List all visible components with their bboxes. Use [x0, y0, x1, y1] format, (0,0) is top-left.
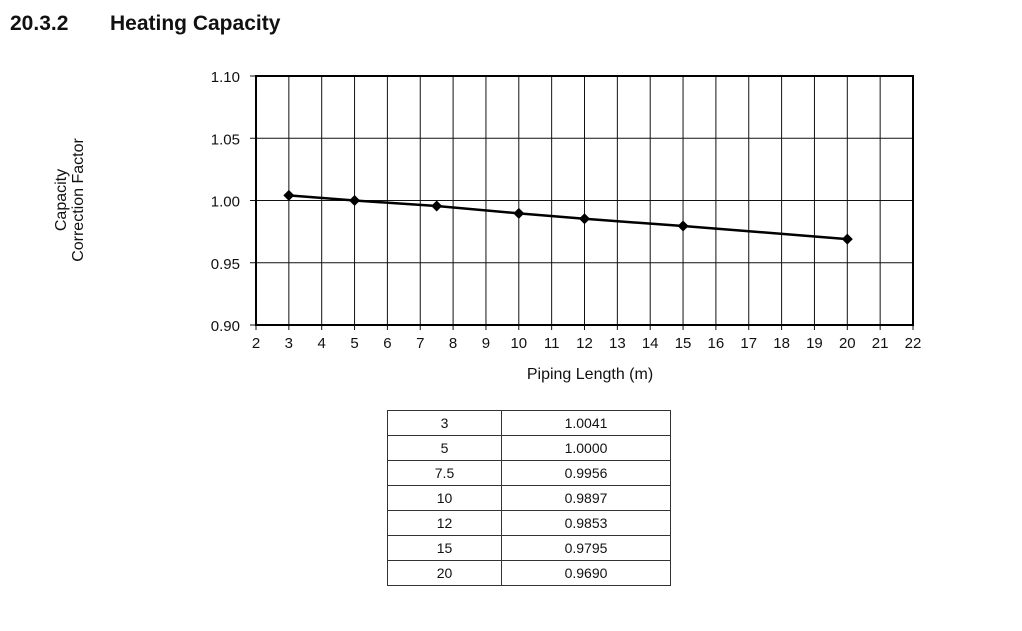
x-tick-label: 22	[905, 335, 922, 352]
data-point-marker	[579, 213, 590, 225]
y-tick-label: 0.90	[211, 318, 240, 335]
correction-factor-cell: 1.0000	[501, 435, 671, 461]
piping-length-cell: 7.5	[387, 460, 502, 486]
piping-length-cell: 15	[387, 535, 502, 561]
x-tick-label: 13	[609, 335, 626, 352]
table-row: 7.5 0.9956	[387, 460, 671, 486]
table-row: 15 0.9795	[387, 535, 671, 561]
table-row: 5 1.0000	[387, 435, 671, 461]
x-tick-label: 11	[544, 335, 560, 352]
x-tick-label: 19	[806, 335, 823, 352]
piping-length-cell: 5	[387, 435, 502, 461]
x-tick-label: 14	[642, 335, 659, 352]
capacity-chart: 2 3 4 5 6 7 8 9 10 11 12 13 14 15 16 17 18 19 20 21 22 0.90 0.…	[211, 69, 922, 352]
x-tick-label: 4	[318, 335, 326, 352]
piping-length-cell: 12	[387, 510, 502, 536]
table-row: 12 0.9853	[387, 510, 671, 536]
y-tick-label: 1.05	[211, 131, 240, 148]
x-tick-label: 15	[675, 335, 692, 352]
y-tick-label: 0.95	[211, 256, 240, 273]
x-tick-label: 9	[482, 335, 490, 352]
piping-length-cell: 20	[387, 560, 502, 586]
x-tick-label: 7	[416, 335, 424, 352]
y-tick-label: 1.10	[211, 69, 240, 86]
y-axis-label: Capacity Correction Factor	[53, 138, 87, 262]
correction-factor-cell: 0.9690	[501, 560, 671, 586]
data-point-marker	[841, 233, 853, 245]
x-tick-label: 20	[839, 335, 856, 352]
x-tick-label: 18	[773, 335, 790, 352]
piping-length-cell: 3	[387, 410, 502, 436]
correction-table: 3 1.0041 5 1.0000 7.5 0.9956 10 0.9897 12 0.9853 1…	[387, 410, 671, 586]
piping-length-cell: 10	[387, 485, 502, 511]
x-axis-label: Piping Length (m)	[526, 366, 654, 383]
plot-frame	[255, 75, 914, 326]
y-axis-label-line-1: Capacity	[53, 168, 70, 232]
data-point-marker	[677, 220, 689, 232]
x-tick-label: 12	[576, 335, 593, 352]
x-tick-label: 16	[708, 335, 725, 352]
x-tick-label: 21	[872, 335, 889, 352]
x-tick-label: 17	[740, 335, 757, 352]
section-number: 20.3.2	[10, 12, 69, 35]
x-tick-label: 3	[285, 335, 293, 352]
y-axis-label-line-2: Correction Factor	[70, 138, 87, 262]
table-row: 20 0.9690	[387, 560, 671, 586]
x-tick-label: 6	[383, 335, 391, 352]
table-row: 10 0.9897	[387, 485, 671, 511]
x-tick-label: 5	[350, 335, 358, 352]
data-point-marker	[283, 189, 295, 201]
correction-factor-cell: 1.0041	[501, 410, 671, 436]
x-tick-label: 2	[252, 335, 260, 352]
section-heading: 20.3.2 Heating Capacity	[10, 12, 280, 36]
data-point-marker	[431, 200, 443, 212]
table-row: 3 1.0041	[387, 410, 671, 436]
correction-factor-cell: 0.9853	[501, 510, 671, 536]
correction-factor-cell: 0.9956	[501, 460, 671, 486]
x-tick-label: 8	[449, 335, 457, 352]
x-tick-label: 10	[510, 335, 527, 352]
correction-factor-cell: 0.9897	[501, 485, 671, 511]
data-point-marker	[349, 195, 361, 206]
correction-factor-cell: 0.9795	[501, 535, 671, 561]
series-line	[288, 194, 848, 241]
correction-table-body: 3 1.0041 5 1.0000 7.5 0.9956 10 0.9897 12 0.9853 1…	[387, 410, 671, 586]
y-tick-label: 1.00	[211, 194, 240, 211]
section-title: Heating Capacity	[110, 12, 281, 35]
data-point-marker	[513, 207, 525, 219]
